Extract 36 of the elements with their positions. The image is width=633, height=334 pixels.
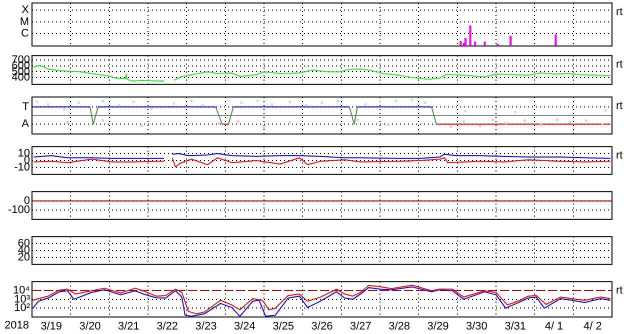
y-tick-label: -10 xyxy=(14,161,30,174)
text: rt xyxy=(616,284,623,297)
text: rt xyxy=(616,6,623,18)
x-tick-label: 3/31 xyxy=(504,320,526,333)
bar xyxy=(469,25,472,46)
x-tick-label: 3/23 xyxy=(195,320,217,333)
x-tick-label: 3/25 xyxy=(272,320,294,333)
text: rt xyxy=(616,100,623,112)
ref-line-label: C xyxy=(21,27,30,40)
x-tick-label: 3/19 xyxy=(40,320,62,333)
text: rt xyxy=(616,150,623,162)
x-tick-label: 3/26 xyxy=(311,320,333,333)
x-tick-label: 3/29 xyxy=(427,320,449,333)
x-tick-label: 3/22 xyxy=(156,320,178,333)
y-tick-label: 10² xyxy=(14,302,30,314)
bar xyxy=(460,41,462,46)
x-axis-title: 2018 xyxy=(4,320,29,332)
x-tick-label: 4/ 2 xyxy=(583,320,602,333)
ref-line-label: A xyxy=(22,118,30,130)
y-tick-label: 0 xyxy=(24,194,30,207)
x-tick-label: 3/21 xyxy=(118,320,140,333)
bar xyxy=(554,34,557,46)
x-tick-label: 3/28 xyxy=(388,320,410,333)
y-tick-label: -100 xyxy=(8,204,30,216)
x-tick-label: 4/ 1 xyxy=(544,320,564,333)
bar xyxy=(510,36,512,46)
x-tick-label: 3/24 xyxy=(234,320,256,333)
ref-line-label: T xyxy=(22,100,30,113)
bar xyxy=(464,38,466,46)
ref-line-label: X xyxy=(22,4,30,16)
y-tick-label: 20 xyxy=(18,251,30,264)
x-tick-label: 3/20 xyxy=(79,320,101,333)
ref-line-label: M xyxy=(20,16,29,28)
text: rt xyxy=(616,58,623,71)
x-tick-label: 3/30 xyxy=(466,320,488,333)
x-tick-label: 3/27 xyxy=(350,320,372,333)
